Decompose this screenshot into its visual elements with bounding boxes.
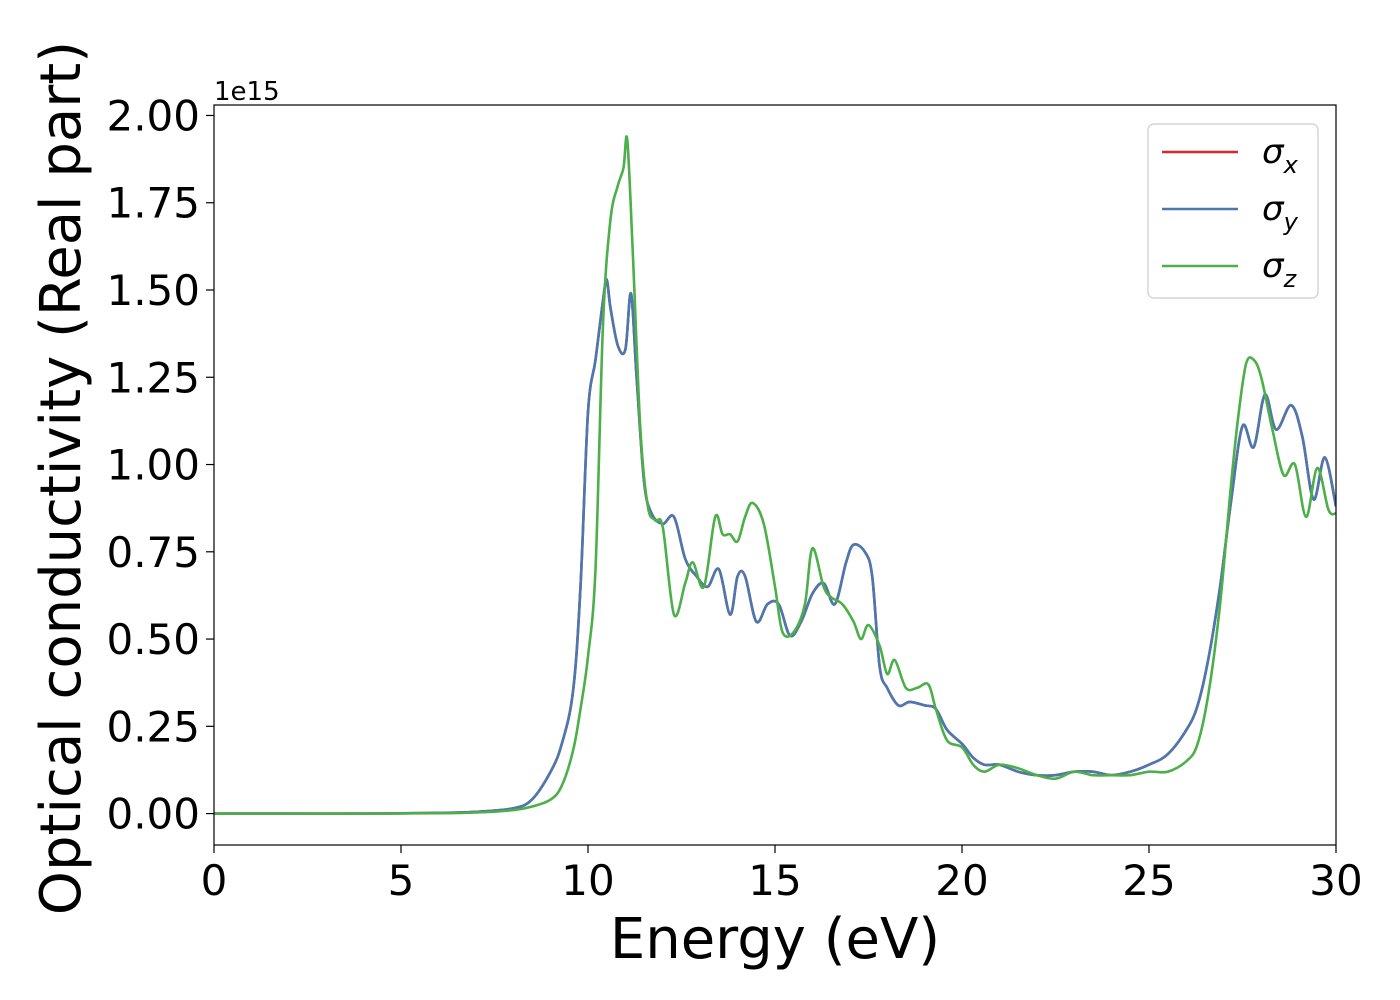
legend-box	[1147, 123, 1319, 299]
y-axis-ticks: 0.00 0.25 0.50 0.75 1.00 1.25 1.50 1.75 2.00	[106, 91, 214, 839]
legend-label-z: σz	[1262, 246, 1298, 293]
y-tick-label: 2.00	[106, 91, 200, 140]
x-tick-label: 15	[748, 856, 801, 905]
x-axis-label: Energy (eV)	[610, 907, 940, 972]
x-axis-ticks: 0 5 10 15 20 25 30	[201, 845, 1363, 905]
y-tick-label: 1.50	[106, 266, 200, 315]
series-layer	[214, 135, 1336, 815]
series-line-y	[214, 278, 1336, 815]
y-tick-label: 1.75	[106, 179, 200, 228]
legend-label-x: σx	[1262, 132, 1299, 179]
x-tick-label: 20	[935, 856, 988, 905]
y-offset-label: 1e15	[214, 77, 280, 107]
y-tick-label: 0.75	[106, 528, 200, 577]
series-line-x	[214, 278, 1336, 815]
x-tick-label: 30	[1309, 856, 1362, 905]
y-tick-label: 0.00	[106, 790, 200, 839]
y-tick-label: 1.25	[106, 353, 200, 402]
legend-label-y: σy	[1262, 189, 1299, 236]
x-tick-label: 10	[561, 856, 614, 905]
legend: σx σy σz	[1147, 123, 1319, 299]
x-tick-label: 25	[1122, 856, 1175, 905]
x-tick-label: 0	[201, 856, 228, 905]
x-tick-label: 5	[388, 856, 415, 905]
series-line-z	[214, 135, 1336, 815]
y-tick-label: 0.25	[106, 702, 200, 751]
y-axis-label: Optical conductivity (Real part)	[29, 41, 94, 915]
y-tick-label: 0.50	[106, 615, 200, 664]
y-tick-label: 1.00	[106, 441, 200, 490]
